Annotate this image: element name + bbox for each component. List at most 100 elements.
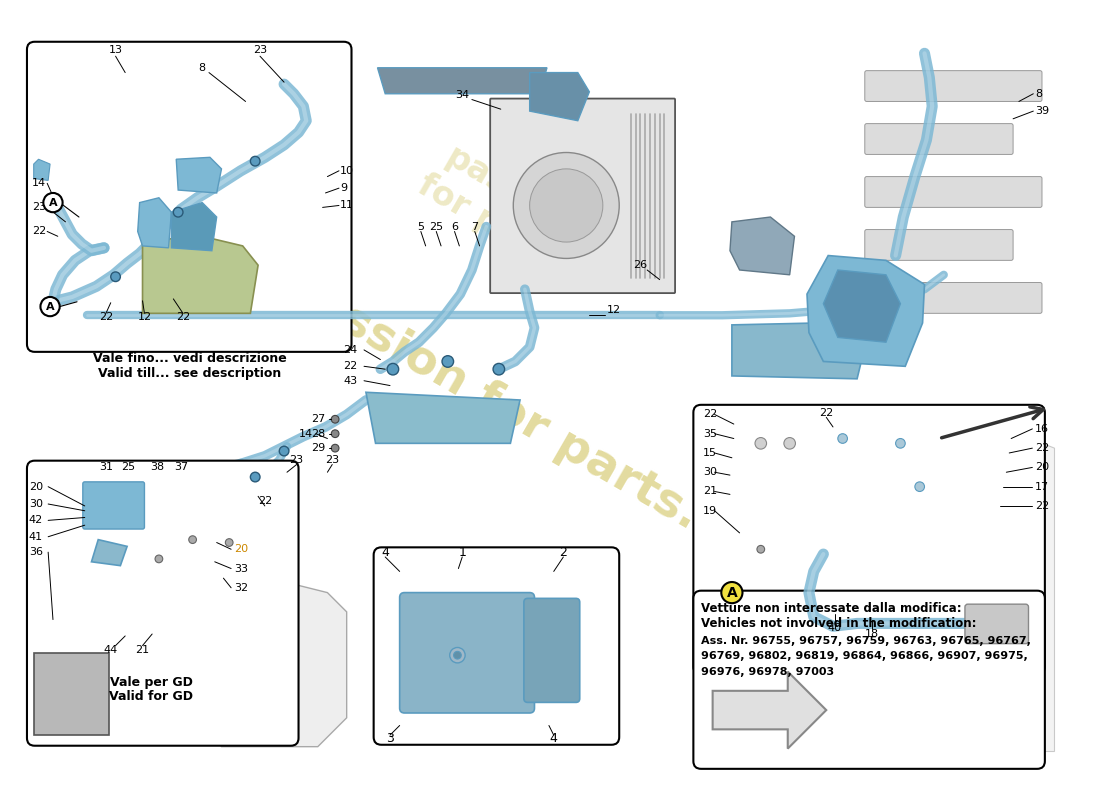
Circle shape: [493, 363, 505, 375]
Text: 11: 11: [340, 201, 354, 210]
Text: A: A: [48, 198, 57, 207]
Circle shape: [755, 438, 767, 449]
Text: 22: 22: [1035, 501, 1049, 511]
Text: Vale fino... vedi descrizione: Vale fino... vedi descrizione: [92, 352, 287, 365]
Text: 14: 14: [299, 429, 314, 438]
Text: Vale per GD: Vale per GD: [110, 676, 192, 689]
Text: 22: 22: [257, 496, 272, 506]
Polygon shape: [143, 236, 258, 314]
Text: 36: 36: [29, 547, 43, 557]
Circle shape: [251, 472, 260, 482]
FancyBboxPatch shape: [865, 177, 1042, 207]
Text: 33: 33: [234, 563, 248, 574]
Text: 32: 32: [234, 582, 249, 593]
FancyBboxPatch shape: [865, 70, 1042, 102]
Text: 12: 12: [607, 306, 620, 315]
Text: 43: 43: [343, 376, 358, 386]
FancyBboxPatch shape: [28, 461, 298, 746]
Text: 14: 14: [32, 178, 46, 188]
Circle shape: [189, 536, 197, 543]
Text: 8: 8: [1035, 89, 1043, 98]
Text: 20: 20: [1035, 462, 1049, 473]
Circle shape: [111, 272, 120, 282]
Text: 23: 23: [289, 454, 304, 465]
Circle shape: [757, 546, 764, 553]
Polygon shape: [732, 323, 865, 379]
Text: Vetture non interessate dalla modifica:: Vetture non interessate dalla modifica:: [701, 602, 961, 614]
Text: 29: 29: [311, 443, 326, 453]
Text: 41: 41: [29, 532, 43, 542]
Circle shape: [450, 647, 465, 663]
Text: 40: 40: [828, 623, 842, 634]
FancyBboxPatch shape: [524, 598, 580, 702]
Polygon shape: [366, 392, 520, 443]
Text: 96769, 96802, 96819, 96864, 96866, 96907, 96975,: 96769, 96802, 96819, 96864, 96866, 96907…: [701, 651, 1027, 661]
Polygon shape: [138, 198, 172, 248]
Polygon shape: [808, 419, 1055, 751]
FancyBboxPatch shape: [693, 590, 1045, 769]
Circle shape: [784, 438, 795, 449]
Text: 30: 30: [29, 499, 43, 509]
Text: 27: 27: [311, 414, 326, 424]
FancyBboxPatch shape: [965, 604, 1028, 644]
Text: A: A: [46, 302, 54, 311]
FancyBboxPatch shape: [865, 282, 1042, 314]
Circle shape: [895, 438, 905, 448]
Circle shape: [722, 582, 742, 603]
Polygon shape: [713, 671, 826, 749]
FancyBboxPatch shape: [865, 124, 1013, 154]
FancyBboxPatch shape: [374, 547, 619, 745]
Text: Vehicles not involved in the modification:: Vehicles not involved in the modificatio…: [701, 617, 977, 630]
Circle shape: [442, 356, 453, 367]
Text: 23: 23: [253, 46, 267, 55]
Text: 23: 23: [326, 454, 339, 465]
Text: 22: 22: [99, 312, 113, 322]
Polygon shape: [34, 159, 51, 181]
Text: 23: 23: [32, 202, 46, 212]
Text: 42: 42: [29, 515, 43, 526]
Polygon shape: [202, 583, 346, 746]
Text: 21: 21: [703, 486, 717, 497]
Text: 21: 21: [135, 646, 150, 655]
FancyBboxPatch shape: [28, 42, 352, 352]
Text: 1: 1: [459, 546, 466, 558]
Text: 25: 25: [429, 222, 443, 232]
Polygon shape: [176, 158, 221, 193]
Text: 25: 25: [121, 462, 135, 473]
Text: 20: 20: [29, 482, 43, 492]
Text: 31: 31: [99, 462, 113, 473]
Circle shape: [387, 363, 398, 375]
Text: 15: 15: [703, 448, 717, 458]
Text: 4: 4: [382, 546, 389, 558]
Text: 7: 7: [471, 222, 478, 232]
Text: 22: 22: [1035, 443, 1049, 453]
Text: 22: 22: [820, 407, 834, 418]
Text: Ass. Nr. 96755, 96757, 96759, 96763, 96765, 96767,: Ass. Nr. 96755, 96757, 96759, 96763, 967…: [701, 636, 1031, 646]
Text: 39: 39: [1035, 106, 1049, 116]
Text: 44: 44: [103, 646, 118, 655]
Circle shape: [41, 297, 59, 316]
Text: 28: 28: [311, 429, 326, 438]
Text: 9: 9: [340, 183, 348, 193]
Polygon shape: [730, 217, 794, 275]
FancyBboxPatch shape: [34, 654, 109, 735]
Circle shape: [331, 444, 339, 452]
FancyBboxPatch shape: [82, 482, 144, 529]
Circle shape: [530, 169, 603, 242]
Text: passion
for parts: passion for parts: [412, 135, 590, 279]
Polygon shape: [91, 540, 128, 566]
Text: 96976, 96978, 97003: 96976, 96978, 97003: [701, 666, 834, 677]
Text: 22: 22: [32, 226, 46, 237]
Text: 24: 24: [343, 345, 358, 355]
FancyBboxPatch shape: [491, 98, 675, 293]
Text: 22: 22: [703, 410, 717, 419]
Text: 18: 18: [865, 629, 879, 639]
Text: 20: 20: [234, 544, 249, 554]
Text: 13: 13: [109, 46, 122, 55]
Text: 34: 34: [455, 90, 470, 100]
Circle shape: [226, 538, 233, 546]
Circle shape: [251, 156, 260, 166]
Text: 35: 35: [703, 429, 717, 438]
Polygon shape: [377, 68, 547, 94]
Circle shape: [915, 482, 924, 491]
